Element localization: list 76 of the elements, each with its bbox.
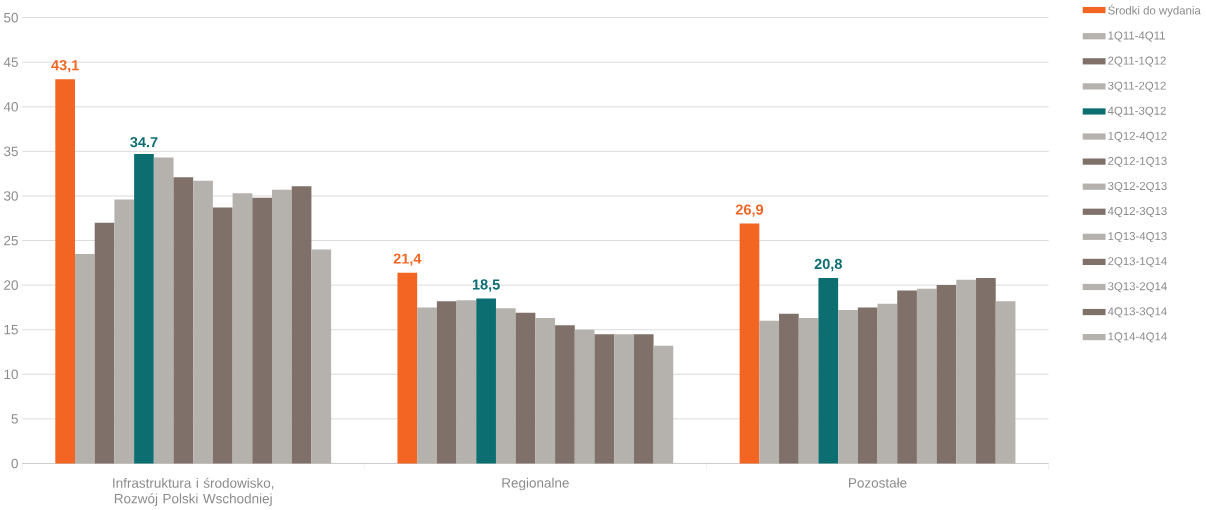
bar [114, 199, 135, 464]
bar [936, 285, 957, 464]
legend-label: 4Q12-3Q13 [1107, 207, 1167, 218]
legend-label: 1Q11-4Q11 [1108, 31, 1165, 42]
bar [535, 318, 556, 464]
y-tick-label: 15 [4, 325, 18, 335]
bar [633, 334, 654, 464]
y-tick-label: 35 [3, 146, 18, 157]
y-tick-label: 50 [4, 13, 18, 23]
bar [153, 157, 174, 464]
y-tick-label: 20 [4, 280, 18, 291]
bar [614, 334, 634, 464]
data-label: 34.7 [130, 137, 158, 148]
bar [838, 310, 858, 464]
bar [916, 288, 937, 464]
bar [798, 318, 819, 464]
legend-label: 1Q13-4Q13 [1108, 232, 1167, 243]
bar [555, 325, 575, 464]
bar [173, 177, 194, 464]
bar [252, 197, 273, 464]
legend-label: 1Q12-4Q12 [1108, 132, 1167, 143]
x-tick-label: Regionalne [502, 478, 569, 491]
bar [877, 304, 898, 464]
data-label: 21,4 [393, 253, 422, 267]
bar [272, 189, 292, 464]
bar [897, 290, 917, 464]
data-label: 18,5 [472, 279, 500, 292]
legend-label: 2Q12-1Q13 [1108, 157, 1167, 168]
bar [232, 193, 253, 464]
legend-label: Środki do wydania [1108, 4, 1201, 17]
bar [193, 181, 213, 464]
legend-label: 2Q11-1Q12 [1108, 56, 1166, 67]
bar [976, 278, 996, 464]
bar [397, 272, 418, 464]
data-label: 43,1 [51, 60, 79, 73]
legend-label: 3Q12-2Q13 [1108, 182, 1167, 193]
bar [495, 308, 516, 464]
bar [417, 307, 437, 464]
bar [759, 321, 780, 464]
bar [456, 300, 477, 464]
bar [134, 154, 154, 464]
data-label: 26,9 [735, 204, 764, 218]
legend-label: 4Q13-3Q14 [1107, 307, 1167, 318]
legend-label: 1Q14-4Q14 [1108, 332, 1167, 343]
bar [779, 313, 799, 464]
x-tick-label: Pozostałe [849, 478, 907, 488]
bar [857, 307, 878, 464]
bar [75, 254, 95, 464]
bar [212, 207, 233, 464]
bar [739, 223, 760, 464]
legend-label: 3Q13-2Q14 [1108, 282, 1167, 293]
data-label: 20,8 [814, 259, 842, 272]
x-tick-label: Infrastruktura i środowisko, Rozwój Polski Wschodniej [113, 478, 274, 507]
legend-label: 2Q13-1Q14 [1108, 257, 1167, 268]
bar [574, 329, 595, 464]
bar [653, 346, 674, 464]
bar [291, 186, 312, 464]
bar [594, 334, 615, 464]
y-tick-label: 10 [4, 369, 18, 380]
bar [818, 278, 839, 464]
y-tick-label: 45 [3, 57, 18, 68]
bar [995, 301, 1016, 464]
y-tick-label: 40 [3, 102, 18, 112]
bar [956, 280, 977, 464]
legend-label: 3Q11-2Q12 [1108, 81, 1166, 92]
bar [311, 249, 332, 464]
y-tick-label: 0 [11, 458, 18, 469]
legend-label: 4Q11-3Q12 [1107, 106, 1166, 118]
bar [55, 79, 76, 464]
y-tick-label: 30 [3, 191, 18, 201]
bar [436, 301, 457, 464]
y-tick-label: 25 [4, 236, 18, 246]
bar [476, 298, 496, 464]
y-tick-label: 5 [11, 414, 18, 424]
bar [515, 313, 536, 464]
bar [94, 222, 115, 464]
